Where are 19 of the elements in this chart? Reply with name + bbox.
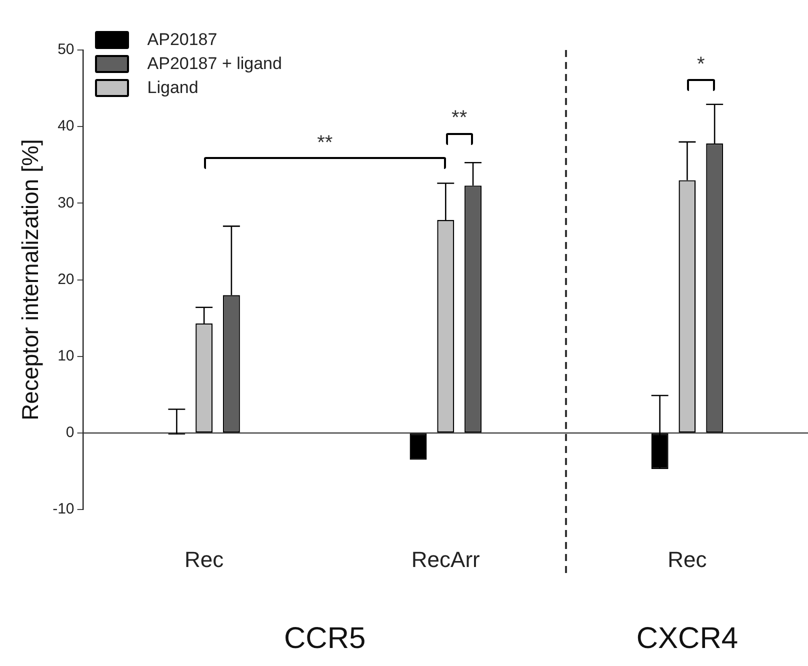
text: CXCR4: [636, 622, 738, 655]
x-tick-label: Rec: [184, 546, 224, 572]
y-tick-label: 20: [58, 270, 74, 288]
y-tick-label: 40: [58, 118, 74, 135]
text: CCR5: [284, 622, 366, 655]
legend-label: AP20187: [147, 30, 218, 50]
y-tick-label: 10: [58, 348, 74, 365]
annotation: **: [317, 132, 333, 154]
y-tick-label: -10: [52, 500, 74, 518]
y-axis-title: Receptor internalization [%]: [17, 139, 44, 420]
y-tick-label: 30: [58, 194, 74, 212]
legend-label: Ligand: [147, 78, 198, 98]
annotation: **: [452, 107, 468, 130]
y-tick-label: 0: [66, 424, 74, 442]
legend-label: AP20187 + ligand: [147, 54, 282, 74]
annotation: *: [697, 54, 706, 76]
x-tick-label: Rec: [668, 546, 707, 572]
y-tick-label: 50: [58, 41, 74, 58]
x-tick-label: RecArr: [411, 546, 480, 572]
